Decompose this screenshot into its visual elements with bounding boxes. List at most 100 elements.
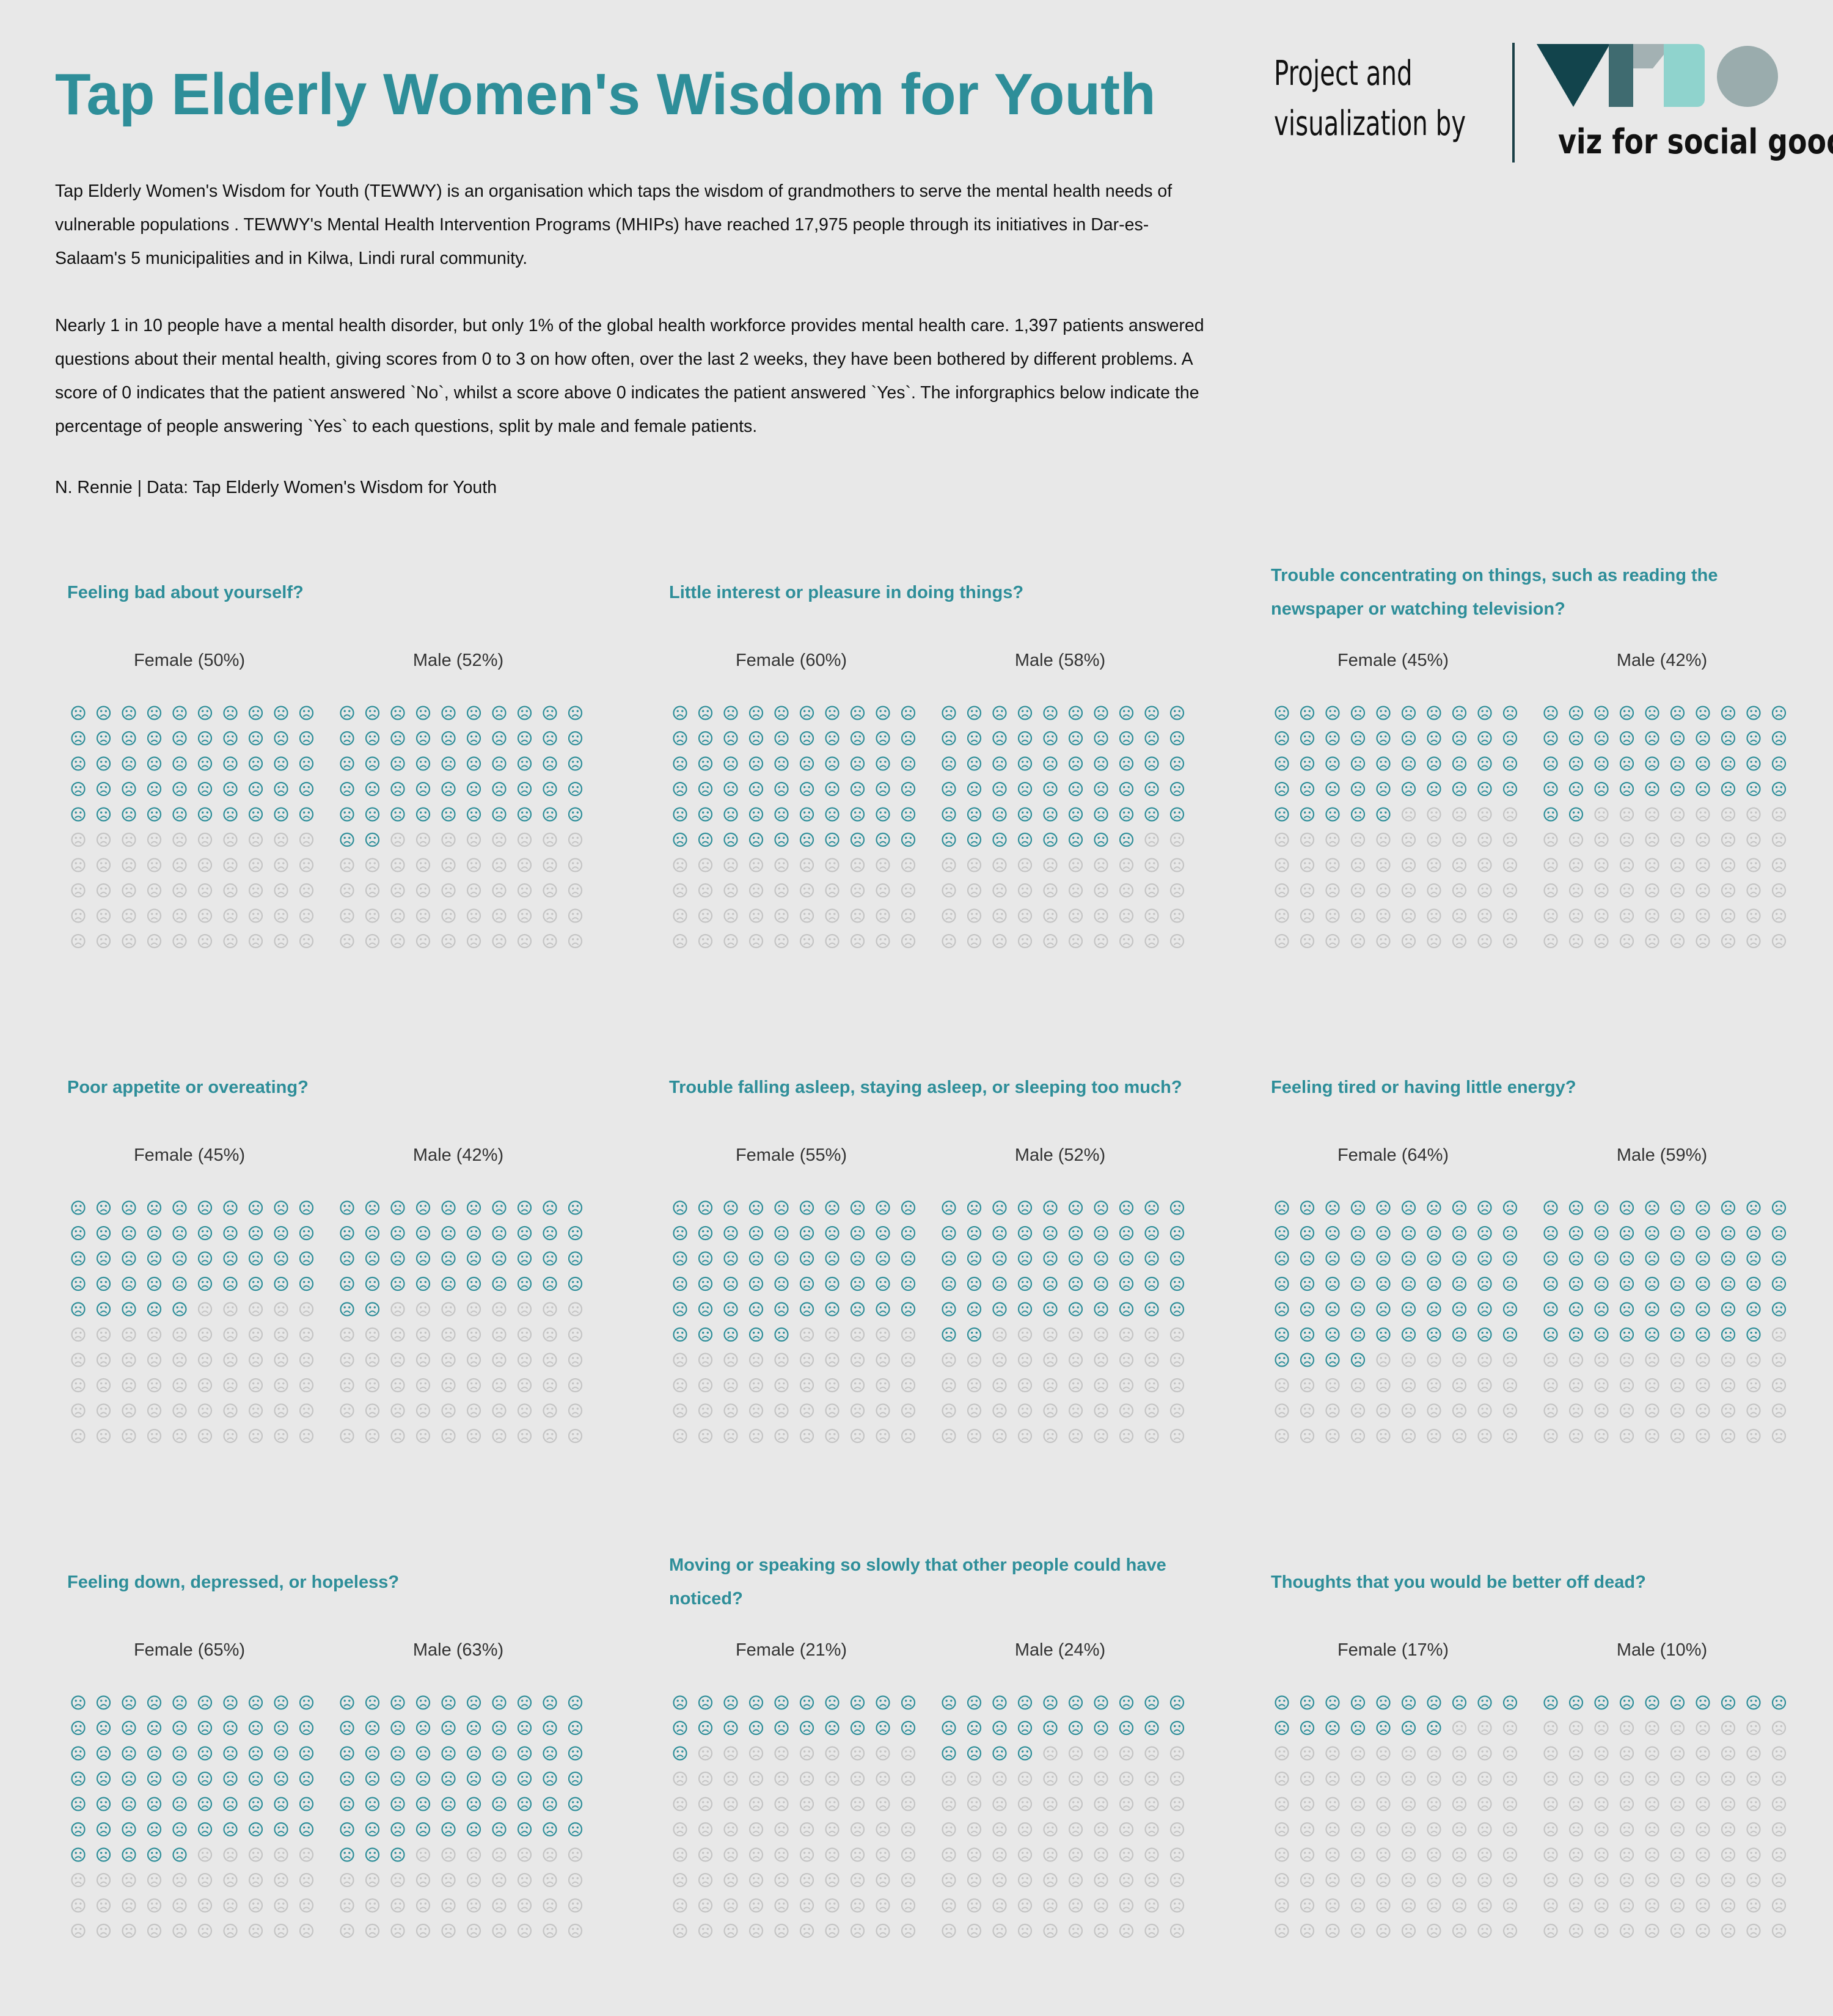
sad-face-icon	[172, 1428, 187, 1444]
sad-face-icon	[1645, 807, 1659, 822]
sad-face-icon	[799, 1923, 814, 1938]
sad-face-icon	[1401, 781, 1416, 797]
sad-face-icon	[390, 1428, 405, 1444]
sad-face-icon	[825, 1200, 840, 1215]
sad-face-icon	[1300, 1327, 1315, 1342]
sad-face-icon	[1017, 1720, 1033, 1736]
sad-face-icon	[992, 1847, 1007, 1862]
sad-face-icon	[1169, 1771, 1185, 1786]
sad-face-icon	[299, 1302, 314, 1317]
sad-face-icon	[1502, 1200, 1518, 1215]
sad-face-icon	[1094, 933, 1108, 949]
sad-face-icon	[1275, 706, 1289, 720]
sad-face-icon	[774, 1276, 789, 1291]
sad-face-icon	[1275, 1378, 1289, 1393]
sad-face-icon	[172, 1720, 187, 1736]
sad-face-icon	[825, 1403, 840, 1418]
sad-face-icon	[1350, 1353, 1366, 1367]
sad-face-icon	[1325, 858, 1340, 872]
sad-face-icon	[1043, 1378, 1058, 1393]
sad-face-icon	[415, 883, 431, 898]
sad-face-icon	[1350, 908, 1366, 923]
sad-face-icon	[223, 781, 238, 797]
sad-face-icon	[992, 1822, 1007, 1837]
sad-face-icon	[248, 1695, 263, 1710]
sad-face-icon	[492, 1276, 507, 1291]
sad-face-icon	[543, 807, 557, 822]
sad-face-icon	[942, 1898, 956, 1913]
sad-face-icon	[992, 933, 1007, 949]
sad-face-icon	[1670, 1327, 1685, 1342]
sad-face-icon	[1427, 1695, 1441, 1710]
sad-face-icon	[1144, 1225, 1159, 1241]
sad-face-icon	[1325, 883, 1340, 898]
sad-face-icon	[122, 858, 136, 872]
sad-face-icon	[365, 1923, 380, 1938]
sad-face-icon	[1144, 1378, 1159, 1393]
sad-face-icon	[466, 781, 481, 797]
sad-face-icon	[568, 1378, 583, 1393]
sad-face-icon	[723, 1302, 738, 1317]
sad-face-icon	[673, 1225, 687, 1241]
sad-face-icon	[748, 1720, 764, 1736]
sad-face-icon	[1300, 706, 1315, 720]
sad-face-icon	[1275, 1771, 1289, 1786]
sad-face-icon	[340, 1720, 354, 1736]
sad-face-icon	[1144, 706, 1159, 720]
sad-face-icon	[1350, 933, 1366, 949]
sad-face-icon	[543, 858, 557, 872]
sad-face-icon	[774, 731, 789, 746]
sad-face-icon	[274, 1695, 288, 1710]
sad-face-icon	[492, 908, 507, 923]
sad-face-icon	[1275, 1923, 1289, 1938]
sad-face-icon	[1619, 1771, 1634, 1786]
sad-face-icon	[1144, 1898, 1159, 1913]
sad-face-icon	[122, 1251, 136, 1266]
sad-face-icon	[1670, 781, 1685, 797]
sad-face-icon	[1645, 1200, 1659, 1215]
sad-face-icon	[1401, 756, 1416, 771]
sad-face-icon	[1670, 883, 1685, 898]
sad-face-icon	[1376, 706, 1391, 720]
sad-face-icon	[568, 1428, 583, 1444]
sad-face-icon	[673, 706, 687, 720]
sad-face-icon	[365, 706, 380, 720]
sad-face-icon	[992, 1225, 1007, 1241]
sad-face-icon	[1300, 1200, 1315, 1215]
sad-face-icon	[197, 1847, 213, 1862]
sad-face-icon	[1376, 858, 1391, 872]
sad-face-icon	[492, 1898, 507, 1913]
sad-face-icon	[942, 807, 956, 822]
sad-face-icon	[799, 1428, 814, 1444]
sad-face-icon	[967, 1403, 982, 1418]
sad-face-icon	[1477, 1276, 1492, 1291]
sad-face-icon	[1401, 1898, 1416, 1913]
sad-face-icon	[543, 1872, 557, 1888]
sad-face-icon	[415, 1403, 431, 1418]
sad-face-icon	[122, 807, 136, 822]
sad-face-icon	[492, 1302, 507, 1317]
sad-face-icon	[1427, 1403, 1441, 1418]
sad-face-icon	[992, 781, 1007, 797]
sad-face-icon	[774, 1200, 789, 1215]
sad-face-icon	[1169, 731, 1185, 746]
sad-face-icon	[71, 933, 86, 949]
sad-face-icon	[340, 781, 354, 797]
sad-face-icon	[1427, 1746, 1441, 1761]
sad-face-icon	[799, 1797, 814, 1811]
sad-face-icon	[122, 1378, 136, 1393]
sad-face-icon	[723, 1353, 738, 1367]
sad-face-icon	[1619, 933, 1634, 949]
sad-face-icon	[1119, 1797, 1134, 1811]
sad-face-icon	[1094, 1771, 1108, 1786]
sad-face-icon	[492, 858, 507, 872]
sad-face-icon	[223, 1923, 238, 1938]
sad-face-icon	[1645, 756, 1659, 771]
sad-face-icon	[517, 1302, 532, 1317]
sad-face-icon	[1568, 1822, 1584, 1837]
sad-face-icon	[1696, 1302, 1710, 1317]
sad-face-icon	[942, 1353, 956, 1367]
sad-face-icon	[248, 1276, 263, 1291]
sad-face-icon	[568, 756, 583, 771]
sad-face-icon	[992, 1797, 1007, 1811]
